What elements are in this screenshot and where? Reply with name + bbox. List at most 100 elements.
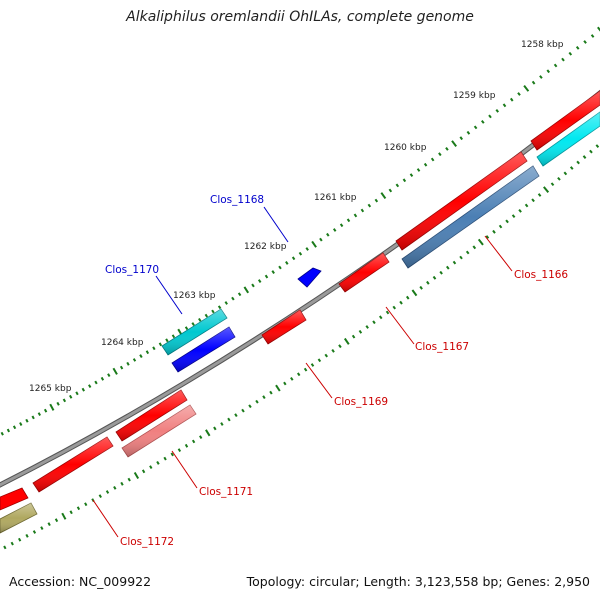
gene-label-clos-1166[interactable]: Clos_1166 (514, 269, 568, 281)
gene-clos-1167[interactable] (338, 252, 390, 293)
tick-mark (298, 251, 303, 256)
tick-mark (10, 541, 14, 546)
tick-mark (40, 526, 44, 530)
tick-label: 1259 kbp (453, 91, 496, 101)
gene-clos-1172[interactable] (32, 436, 114, 493)
tick-mark (405, 295, 410, 300)
tick-mark (324, 353, 329, 358)
tick-mark (98, 494, 102, 498)
gene-label-clos-1167[interactable]: Clos_1167 (415, 341, 469, 353)
tick-mark (465, 250, 470, 255)
tick-mark (191, 322, 195, 326)
tick-mark (37, 412, 41, 416)
tick-mark (358, 329, 363, 334)
gene-red-mid-left[interactable] (115, 389, 188, 442)
backbone (0, 89, 600, 488)
gene-blue-inner[interactable] (171, 326, 236, 373)
map-title: Alkaliphilus oremlandii OhILAs, complete… (126, 9, 474, 25)
tick-mark (69, 510, 73, 515)
tick-mark (127, 477, 131, 482)
tick-mark (563, 171, 568, 176)
tick-mark (351, 334, 356, 339)
tick-mark (283, 381, 287, 386)
tick-mark (543, 186, 550, 193)
tick-mark (331, 349, 335, 353)
tick-mark (402, 178, 407, 183)
tick-mark (205, 429, 211, 437)
tick-label: 1261 kbp (314, 193, 357, 203)
tick-mark (339, 223, 344, 228)
tick-mark (158, 342, 163, 347)
tick-mark (47, 522, 51, 527)
tick-mark (419, 285, 423, 290)
tick-mark (459, 136, 464, 141)
tick-mark (575, 45, 580, 50)
tick-mark (3, 545, 7, 550)
tick-mark (171, 334, 176, 339)
tick-mark (459, 255, 463, 260)
tick-mark (113, 486, 117, 490)
genes-forward (0, 90, 600, 511)
tick-mark (409, 173, 414, 178)
gene-clos-1166[interactable] (401, 165, 540, 269)
tick-mark (170, 452, 174, 457)
tick-mark (84, 502, 88, 507)
tick-mark (165, 338, 169, 343)
tick-mark (576, 160, 580, 165)
gene-clos-1169[interactable] (261, 309, 307, 345)
tick-mark (88, 384, 92, 388)
gene-label-clos-1169[interactable]: Clos_1169 (334, 396, 388, 408)
tick-mark (385, 310, 390, 315)
tick-mark (317, 358, 322, 363)
tick-mark (595, 144, 600, 148)
tick-mark (199, 435, 203, 440)
gene-label-clos-1172[interactable]: Clos_1172 (120, 536, 174, 548)
tick-mark (12, 425, 17, 430)
tick-mark (25, 418, 29, 423)
gene-cyan-far-right[interactable] (536, 111, 600, 167)
tick-mark (353, 213, 358, 218)
tick-mark (518, 208, 522, 213)
tick-mark (452, 260, 457, 265)
gene-clos-1168[interactable] (297, 267, 322, 288)
gene-red-far-right[interactable] (530, 90, 600, 151)
tick-mark (423, 162, 428, 167)
tick-mark (430, 157, 435, 162)
tick-mark (296, 372, 301, 377)
tick-mark (557, 176, 561, 181)
tick-mark (132, 358, 137, 362)
tick-mark (523, 84, 530, 92)
tick-mark (485, 235, 490, 239)
tick-mark (32, 530, 37, 534)
outer-tick-ring (0, 26, 600, 436)
tick-mark (569, 166, 574, 170)
tick-mark (81, 387, 85, 392)
tick-labels: 1258 kbp 1259 kbp 1260 kbp 1261 kbp 1262… (29, 40, 564, 394)
gene-clos-1171[interactable] (121, 404, 197, 458)
tick-mark (62, 398, 67, 403)
gene-label-clos-1171[interactable]: Clos_1171 (199, 486, 253, 498)
tick-mark (374, 198, 379, 203)
gene-label-clos-1168[interactable]: Clos_1168 (210, 194, 264, 206)
tick-mark (372, 320, 376, 325)
tick-mark (473, 125, 478, 130)
gene-red-top-right[interactable] (395, 151, 528, 251)
gene-olive-far-left[interactable] (0, 502, 38, 534)
gene-clos-1170[interactable] (161, 308, 228, 356)
tick-mark (112, 367, 118, 375)
gene-label-clos-1170[interactable]: Clos_1170 (105, 264, 159, 276)
tick-mark (191, 439, 196, 444)
tick-mark (19, 422, 23, 426)
tick-mark (531, 80, 536, 85)
inner-tick-ring (3, 144, 600, 550)
gene-red-far-left[interactable] (0, 487, 29, 511)
tick-mark (163, 456, 167, 461)
tick-mark (248, 404, 252, 409)
tick-mark (326, 232, 330, 237)
tick-mark (217, 305, 222, 310)
tick-label: 1260 kbp (384, 143, 427, 153)
tick-mark (56, 401, 60, 406)
tick-mark (550, 182, 555, 187)
tick-mark (257, 279, 262, 283)
tick-mark (568, 51, 573, 56)
